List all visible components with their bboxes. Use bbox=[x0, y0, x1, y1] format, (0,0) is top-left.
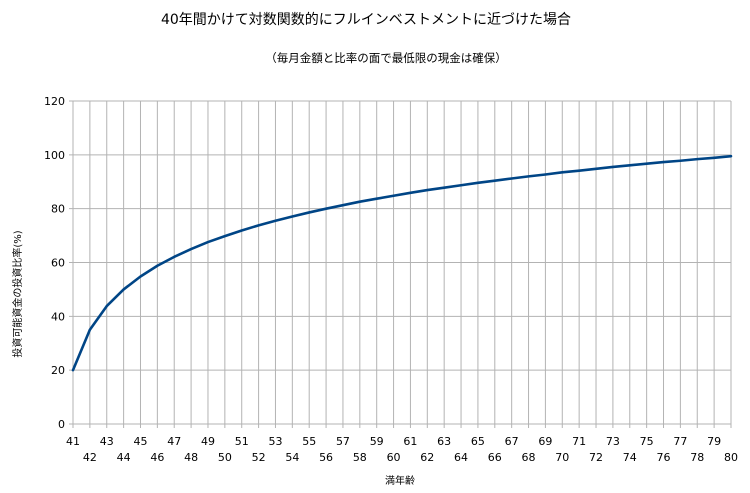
series-line bbox=[71, 154, 733, 372]
x-tick-label: 51 bbox=[235, 435, 249, 448]
x-tick-label: 77 bbox=[673, 435, 687, 448]
x-tick-label: 48 bbox=[184, 451, 198, 464]
x-tick-label: 49 bbox=[201, 435, 215, 448]
x-tick-label: 58 bbox=[353, 451, 367, 464]
series-layer bbox=[71, 154, 733, 372]
x-tick-label: 59 bbox=[370, 435, 384, 448]
x-tick-label: 42 bbox=[83, 451, 97, 464]
x-tick-label: 64 bbox=[454, 451, 468, 464]
chart-title: 40年間かけて対数関数的にフルインベストメントに近づけた場合 bbox=[161, 12, 571, 28]
x-tick-label: 79 bbox=[707, 435, 721, 448]
y-tick-label: 20 bbox=[51, 364, 65, 377]
x-tick-label: 72 bbox=[589, 451, 603, 464]
x-tick-label: 71 bbox=[572, 435, 586, 448]
x-tick-label: 66 bbox=[488, 451, 502, 464]
x-tick-label: 44 bbox=[117, 451, 131, 464]
x-tick-label: 73 bbox=[606, 435, 620, 448]
x-tick-label: 57 bbox=[336, 435, 350, 448]
y-tick-label: 0 bbox=[58, 418, 65, 431]
x-tick-label: 74 bbox=[623, 451, 637, 464]
x-tick-label: 53 bbox=[268, 435, 282, 448]
x-tick-label: 67 bbox=[505, 435, 519, 448]
x-tick-label: 78 bbox=[690, 451, 704, 464]
y-axis-ticks: 0 20 40 60 80 100 120 bbox=[44, 95, 65, 431]
x-axis-label: 満年齢 bbox=[385, 474, 415, 487]
y-tick-label: 60 bbox=[51, 257, 65, 270]
x-tick-label: 46 bbox=[150, 451, 164, 464]
x-axis-ticks: 4142434445464748495051525354555657585960… bbox=[66, 435, 738, 464]
x-tick-label: 60 bbox=[387, 451, 401, 464]
x-tick-label: 70 bbox=[555, 451, 569, 464]
y-tick-label: 100 bbox=[44, 149, 65, 162]
x-tick-label: 63 bbox=[437, 435, 451, 448]
x-tick-label: 47 bbox=[167, 435, 181, 448]
y-axis-label: 投資可能資金の投資比率(%) bbox=[11, 230, 24, 357]
x-tick-label: 80 bbox=[724, 451, 738, 464]
x-tick-label: 76 bbox=[657, 451, 671, 464]
y-tick-label: 40 bbox=[51, 310, 65, 323]
x-tick-label: 65 bbox=[471, 435, 485, 448]
x-tick-label: 54 bbox=[285, 451, 299, 464]
gridlines bbox=[69, 100, 732, 428]
x-tick-label: 50 bbox=[218, 451, 232, 464]
y-tick-label: 120 bbox=[44, 95, 65, 108]
x-tick-label: 41 bbox=[66, 435, 80, 448]
x-tick-label: 45 bbox=[133, 435, 147, 448]
x-tick-label: 62 bbox=[420, 451, 434, 464]
x-tick-label: 68 bbox=[522, 451, 536, 464]
y-tick-label: 80 bbox=[51, 203, 65, 216]
x-tick-label: 61 bbox=[403, 435, 417, 448]
x-tick-label: 75 bbox=[640, 435, 654, 448]
x-tick-label: 43 bbox=[100, 435, 114, 448]
x-tick-label: 55 bbox=[302, 435, 316, 448]
chart-subtitle: （毎月金額と比率の面で最低限の現金は確保） bbox=[265, 51, 507, 65]
x-tick-label: 56 bbox=[319, 451, 333, 464]
x-tick-label: 52 bbox=[252, 451, 266, 464]
x-tick-label: 69 bbox=[538, 435, 552, 448]
